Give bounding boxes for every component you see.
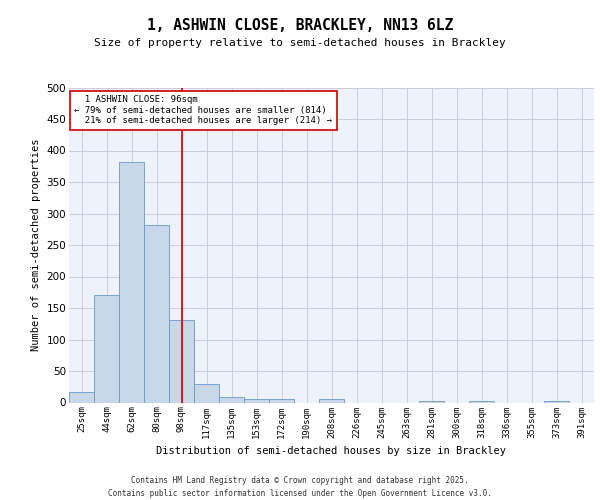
Text: Size of property relative to semi-detached houses in Brackley: Size of property relative to semi-detach… xyxy=(94,38,506,48)
Bar xyxy=(119,162,144,402)
Bar xyxy=(319,400,344,402)
Bar xyxy=(144,226,169,402)
Bar xyxy=(169,320,194,402)
Text: 1 ASHWIN CLOSE: 96sqm
← 79% of semi-detached houses are smaller (814)
  21% of s: 1 ASHWIN CLOSE: 96sqm ← 79% of semi-deta… xyxy=(74,96,332,125)
Bar xyxy=(69,392,94,402)
X-axis label: Distribution of semi-detached houses by size in Brackley: Distribution of semi-detached houses by … xyxy=(157,446,506,456)
Text: 1, ASHWIN CLOSE, BRACKLEY, NN13 6LZ: 1, ASHWIN CLOSE, BRACKLEY, NN13 6LZ xyxy=(147,18,453,32)
Bar xyxy=(269,398,294,402)
Text: Contains HM Land Registry data © Crown copyright and database right 2025.
Contai: Contains HM Land Registry data © Crown c… xyxy=(108,476,492,498)
Bar xyxy=(544,401,569,402)
Bar xyxy=(194,384,219,402)
Bar xyxy=(244,398,269,402)
Bar xyxy=(419,400,444,402)
Bar xyxy=(94,295,119,403)
Bar xyxy=(219,398,244,402)
Y-axis label: Number of semi-detached properties: Number of semi-detached properties xyxy=(31,138,41,351)
Bar xyxy=(469,401,494,402)
